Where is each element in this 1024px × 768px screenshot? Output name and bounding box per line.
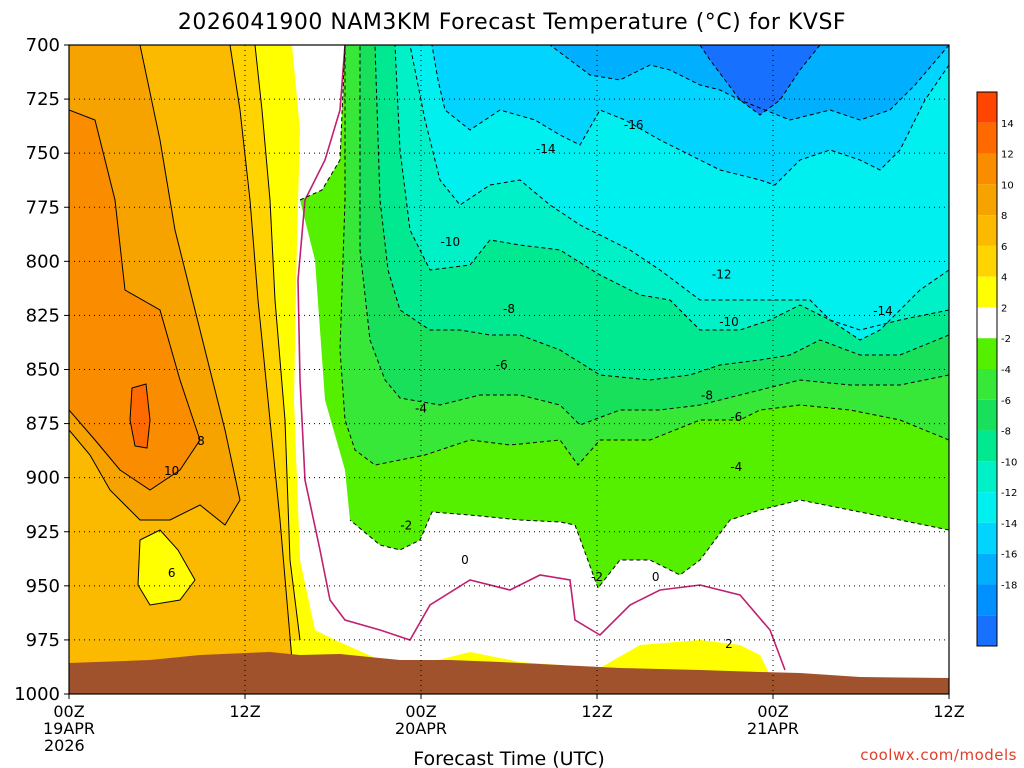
contour-label: -4 bbox=[730, 460, 742, 474]
warm-region-darker-orange bbox=[69, 110, 200, 490]
y-tick-label: 800 bbox=[26, 251, 60, 272]
cold-contours bbox=[299, 45, 949, 590]
contour-label: -4 bbox=[415, 401, 427, 415]
contour-label: 0 bbox=[461, 553, 469, 567]
colorbar-label: 14 bbox=[1001, 119, 1014, 130]
colorbar-label: -14 bbox=[1001, 519, 1017, 530]
colorbar-swatch bbox=[977, 276, 997, 308]
contour-label: -2 bbox=[400, 518, 412, 532]
contour-label: -6 bbox=[496, 358, 508, 372]
colorbar-frame bbox=[976, 91, 998, 647]
colorbar-label: 8 bbox=[1001, 211, 1007, 222]
colorbar-label: -2 bbox=[1001, 334, 1011, 345]
colorbar-swatch bbox=[977, 307, 997, 339]
colorbar-label: 2 bbox=[1001, 303, 1007, 314]
contour-label: -12 bbox=[712, 267, 732, 281]
contour-label: -16 bbox=[624, 118, 644, 132]
y-tick-label: 850 bbox=[26, 360, 60, 381]
contour-label: 8 bbox=[197, 434, 205, 448]
colorbar-swatch bbox=[977, 338, 997, 369]
colorbar: 14 12 10 8 6 4 2 -2 -4 -6 -8 -10 -12 -14 -16 -18 bbox=[976, 91, 1017, 647]
colorbar-swatch bbox=[977, 153, 997, 185]
colorbar-swatch bbox=[977, 215, 997, 246]
y-tick-label: 700 bbox=[26, 35, 60, 56]
y-tick-label: 1000 bbox=[14, 684, 60, 705]
colorbar-swatch bbox=[977, 430, 997, 462]
colorbar-label: 6 bbox=[1001, 242, 1007, 253]
contour-label: 2 bbox=[725, 637, 733, 651]
colorbar-swatch bbox=[977, 461, 997, 493]
y-tick-label: 950 bbox=[26, 576, 60, 597]
grid-lines bbox=[69, 45, 949, 694]
y-axis: 700 725 750 775 800 825 850 875 900 925 950 975 1000 bbox=[14, 35, 69, 705]
colorbar-swatch bbox=[977, 399, 997, 431]
colorbar-swatch bbox=[977, 553, 997, 585]
x-axis-label: Forecast Time (UTC) bbox=[413, 748, 604, 768]
colorbar-swatch bbox=[977, 615, 997, 646]
contour-label: 10 bbox=[164, 464, 179, 478]
colorbar-label: -10 bbox=[1001, 457, 1017, 468]
colorbar-label: -8 bbox=[1001, 427, 1011, 438]
colorbar-swatch bbox=[977, 584, 997, 616]
x-tick-label: 00Z bbox=[405, 702, 436, 721]
contour-label: -6 bbox=[730, 410, 742, 424]
colorbar-label: 12 bbox=[1001, 150, 1014, 161]
colorbar-swatch bbox=[977, 122, 997, 154]
contour-label: -14 bbox=[873, 304, 893, 318]
cold-region-m18 bbox=[700, 45, 820, 115]
colorbar-swatch bbox=[977, 184, 997, 216]
colorbar-label: -12 bbox=[1001, 488, 1017, 499]
watermark: coolwx.com/models bbox=[860, 746, 1017, 764]
y-tick-label: 750 bbox=[26, 143, 60, 164]
contour-label: -10 bbox=[719, 315, 739, 329]
colorbar-swatch bbox=[977, 369, 997, 400]
colorbar-label: -16 bbox=[1001, 550, 1017, 561]
contour-labels: -16 -14 -14 -12 -10 -10 -8 -8 -6 -6 -4 -4 -2 -2 0 0 2 6 8 1… bbox=[164, 118, 893, 651]
x-tick-label: 20APR bbox=[395, 719, 447, 738]
contour-label: 0 bbox=[652, 570, 660, 584]
zero-line bbox=[297, 45, 786, 671]
y-tick-label: 725 bbox=[26, 89, 60, 110]
colorbar-label: 4 bbox=[1001, 273, 1007, 284]
ground-terrain bbox=[69, 652, 949, 694]
y-tick-label: 900 bbox=[26, 468, 60, 489]
colorbar-label: -4 bbox=[1001, 365, 1011, 376]
contour-label: -8 bbox=[701, 388, 713, 402]
x-tick-label: 21APR bbox=[747, 719, 799, 738]
warm-region-yellow-blob bbox=[138, 530, 195, 605]
x-tick-label: 19APR bbox=[43, 719, 95, 738]
contour-label: -10 bbox=[441, 235, 461, 249]
x-tick-label: 12Z bbox=[933, 702, 964, 721]
y-tick-label: 875 bbox=[26, 414, 60, 435]
y-tick-label: 975 bbox=[26, 630, 60, 651]
x-tick-label: 00Z bbox=[53, 702, 84, 721]
colorbar-swatch bbox=[977, 522, 997, 554]
colorbar-label: -6 bbox=[1001, 396, 1011, 407]
colorbar-swatch bbox=[977, 492, 997, 523]
x-tick-label: 00Z bbox=[757, 702, 788, 721]
y-tick-label: 925 bbox=[26, 522, 60, 543]
warm-region-max bbox=[130, 384, 150, 448]
colorbar-swatch bbox=[977, 245, 997, 277]
colorbar-label: 10 bbox=[1001, 180, 1014, 191]
chart-title: 2026041900 NAM3KM Forecast Temperature (… bbox=[178, 10, 846, 35]
contour-label: -14 bbox=[536, 142, 556, 156]
colorbar-swatch bbox=[977, 92, 997, 123]
x-tick-label: 2026 bbox=[44, 736, 85, 755]
warm-contours bbox=[69, 45, 301, 661]
colorbar-label: -18 bbox=[1001, 580, 1017, 591]
contour-label: 6 bbox=[168, 566, 176, 580]
contour-label: -8 bbox=[503, 302, 515, 316]
x-tick-label: 12Z bbox=[229, 702, 260, 721]
y-tick-label: 825 bbox=[26, 305, 60, 326]
y-tick-label: 775 bbox=[26, 197, 60, 218]
plot-area bbox=[69, 45, 949, 694]
contour-label: -2 bbox=[591, 570, 603, 584]
x-tick-label: 12Z bbox=[581, 702, 612, 721]
